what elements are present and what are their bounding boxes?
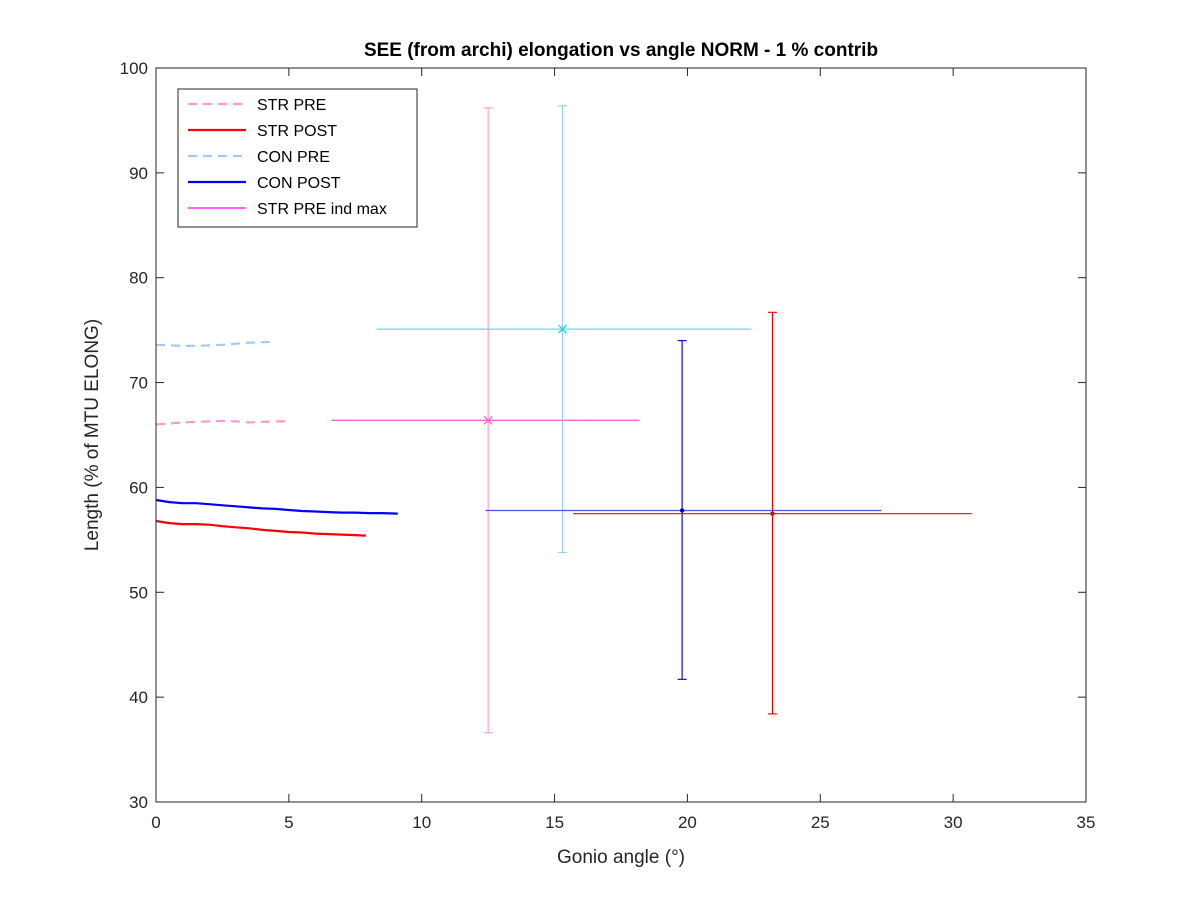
x-tick-label: 30: [944, 813, 963, 832]
y-tick-label: 70: [129, 374, 148, 393]
legend-items: STR PRE STR POST CON PRE CON POST STR PRE in…: [188, 97, 387, 218]
legend-label: STR POST: [257, 123, 337, 140]
y-tick-label: 80: [129, 269, 148, 288]
legend: STR PRE STR POST CON PRE CON POST STR PRE in…: [177, 88, 418, 228]
x-tick-label: 5: [284, 813, 293, 832]
errorbar-marker-str-pre: [483, 415, 493, 425]
y-tick-label: 100: [120, 59, 148, 78]
legend-box: [177, 88, 418, 228]
series-line-str-pre: [155, 419, 289, 426]
y-axis-label: Length (% of MTU ELONG): [82, 319, 103, 551]
series-line-str-post: [155, 519, 366, 537]
series-line-con-post: [155, 498, 398, 515]
x-tick-label: 25: [811, 813, 830, 832]
errorbar-marker-str-post: [770, 511, 775, 516]
x-axis-ticks: 0 5 10 15 20 25 30 35: [151, 68, 1095, 832]
legend-label: CON POST: [257, 175, 341, 192]
y-tick-label: 50: [129, 583, 148, 602]
x-axis-label: Gonio angle (°): [557, 847, 685, 868]
y-tick-label: 60: [129, 478, 148, 497]
axes-frame: [155, 67, 1087, 803]
x-tick-label: 20: [678, 813, 697, 832]
series-line-con-pre: [155, 340, 276, 347]
errorbar-layer: [331, 105, 972, 734]
x-tick-label: 35: [1077, 813, 1096, 832]
y-tick-label: 90: [129, 164, 148, 183]
y-tick-label: 30: [129, 793, 148, 812]
y-axis-ticks: 30 40 50 60 70 80 90 100: [120, 59, 1086, 812]
series-layer: [155, 340, 398, 537]
x-tick-label: 10: [412, 813, 431, 832]
x-tick-label: 15: [545, 813, 564, 832]
legend-label: STR PRE ind max: [257, 201, 387, 218]
chart-title: SEE (from archi) elongation vs angle NOR…: [364, 40, 878, 61]
legend-label: CON PRE: [257, 149, 330, 166]
x-tick-label: 0: [151, 813, 160, 832]
errorbar-marker-con-post: [679, 508, 685, 513]
legend-label: STR PRE: [257, 97, 326, 114]
errorbar-marker-con-pre: [558, 324, 568, 334]
y-tick-label: 40: [129, 688, 148, 707]
